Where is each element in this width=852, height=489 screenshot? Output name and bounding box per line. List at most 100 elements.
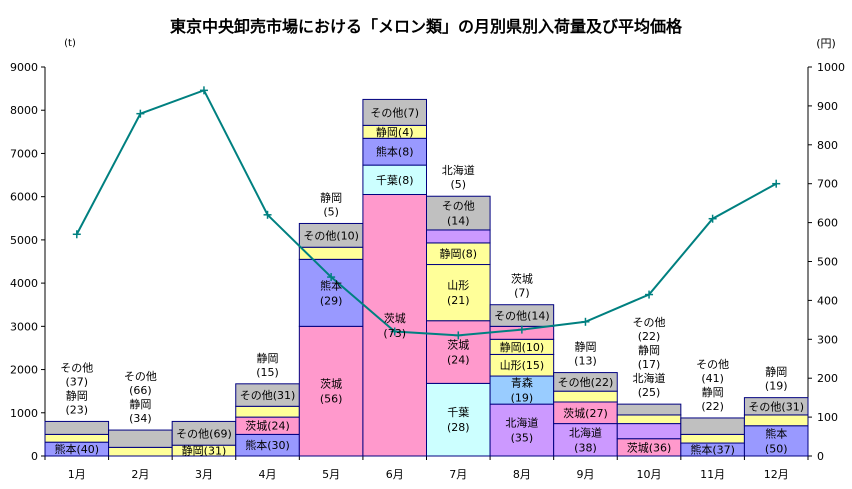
bar-segment-label: 静岡(10) (500, 340, 545, 354)
bar-segment-label: 茨城(27) (563, 406, 608, 420)
bar-segment (298, 246, 364, 260)
bar-segment (616, 414, 682, 425)
bar-above-label: (41) (701, 372, 724, 385)
y-right-tick-label: 900 (817, 100, 838, 113)
bar-segment (616, 403, 682, 416)
bar-segment-label: 青森 (511, 376, 533, 390)
bar-segment (426, 264, 491, 322)
bar-above-label: (66) (129, 384, 152, 397)
bar-segment-label: その他(10) (303, 229, 359, 242)
bar-above-label: 茨城 (511, 272, 533, 286)
bar-above-label: 静岡 (66, 388, 88, 402)
bar-segment (362, 98, 427, 126)
bar-segment-label: 熊本(40) (54, 442, 99, 456)
bar-segment-label: 茨城(36) (627, 440, 672, 454)
bar-segment (108, 429, 173, 448)
x-tick-label: 5月 (322, 468, 340, 481)
y-left-tick-label: 1000 (10, 407, 38, 420)
bar-above-label: (19) (765, 380, 788, 393)
bar-segment (426, 382, 491, 457)
bar-segment-label: (21) (447, 294, 470, 307)
bar-segment (616, 423, 682, 440)
bar-above-label: (7) (514, 287, 530, 300)
bar-above-label: 静岡 (129, 397, 151, 411)
y-left-tick-label: 6000 (10, 191, 38, 204)
y-left-tick-label: 8000 (10, 104, 38, 117)
bar-above-label: 静岡 (257, 351, 279, 365)
bar-segment (680, 433, 745, 444)
bar-segment-label: (50) (765, 442, 788, 455)
x-tick-label: 12月 (764, 468, 789, 481)
y-right-tick-label: 100 (817, 411, 838, 424)
bar-segment (298, 325, 364, 457)
bar-segment-label: その他(69) (176, 427, 232, 440)
bar-segment (44, 420, 110, 435)
y-left-tick-label: 2000 (10, 364, 38, 377)
bar-segment (743, 414, 809, 427)
bar-segment (680, 417, 745, 435)
y-right-unit: (円) (816, 37, 836, 50)
bar-segment (553, 390, 618, 403)
bar-segment (426, 195, 491, 231)
bar-segment-label: 茨城 (384, 311, 406, 325)
y-right-tick-label: 300 (817, 333, 838, 346)
bar-above-label: 静岡 (765, 365, 787, 379)
x-tick-label: 2月 (131, 468, 149, 481)
bar-segment (298, 258, 364, 327)
y-right-tick-label: 1000 (817, 61, 845, 74)
bar-segment-label: 静岡(31) (182, 444, 227, 458)
bar-segment (426, 320, 491, 384)
bar-segment-label: 千葉 (447, 405, 469, 419)
bar-above-label: (15) (256, 366, 279, 379)
y-left-tick-label: 5000 (10, 234, 38, 247)
bar-segment-label: その他(31) (748, 400, 804, 413)
bar-segment (235, 405, 300, 418)
bar-segment-label: 山形 (447, 279, 469, 292)
x-tick-label: 7月 (449, 468, 467, 481)
y-left-tick-label: 3000 (10, 320, 38, 333)
x-tick-label: 10月 (637, 468, 662, 481)
bar-above-label: 静岡 (702, 385, 724, 399)
y-left-tick-label: 7000 (10, 147, 38, 160)
bar-segment-label: その他(14) (494, 310, 550, 323)
bar-above-label: 静岡 (638, 343, 660, 357)
y-right-tick-label: 400 (817, 294, 838, 307)
bar-segment-label: その他(22) (558, 376, 614, 389)
bar-segment-label: (56) (320, 393, 343, 406)
labels-layer: 熊本(40)その他(37)静岡(23)その他(66)静岡(34)静岡(31)その… (54, 106, 804, 457)
bar-above-label: (13) (574, 355, 597, 368)
bar-segment (362, 137, 427, 166)
bar-segment (362, 164, 427, 196)
bar-segment (362, 194, 427, 457)
price-line-layer (72, 86, 781, 340)
bar-segment-label: (35) (511, 432, 534, 445)
bar-above-label: 北海道 (442, 163, 475, 177)
bar-segment (489, 403, 555, 457)
bar-segment-label: 熊本(8) (376, 145, 414, 159)
y-right-tick-label: 700 (817, 178, 838, 191)
bar-above-label: その他 (633, 316, 666, 329)
bar-segment-label: (19) (511, 392, 534, 405)
x-tick-label: 8月 (513, 468, 531, 481)
bar-segment (44, 433, 110, 443)
bar-above-label: (5) (323, 205, 339, 218)
y-left-tick-label: 4000 (10, 277, 38, 290)
bar-segment-label: 千葉(8) (376, 173, 414, 187)
y-right-tick-label: 600 (817, 217, 838, 230)
bar-segment-label: 茨城(24) (245, 419, 290, 433)
bar-above-label: 北海道 (633, 371, 666, 385)
chart-title: 東京中央卸売市場における「メロン類」の月別県別入荷量及び平均価格 (170, 17, 683, 36)
bar-above-label: その他 (696, 358, 729, 371)
bar-above-label: 静岡 (574, 340, 596, 354)
x-tick-label: 1月 (68, 468, 86, 481)
x-tick-label: 3月 (195, 468, 213, 481)
bar-segment-label: 茨城 (320, 377, 342, 391)
bar-above-label: その他 (60, 361, 93, 374)
bar-segment (426, 229, 491, 244)
bar-above-label: (23) (65, 403, 88, 416)
y-left-tick-label: 9000 (10, 61, 38, 74)
bar-above-label: その他 (124, 370, 157, 383)
bar-above-label: (22) (701, 400, 724, 413)
bar-segment-label: 北海道 (505, 416, 538, 430)
bar-segment-label: その他(7) (370, 106, 419, 119)
